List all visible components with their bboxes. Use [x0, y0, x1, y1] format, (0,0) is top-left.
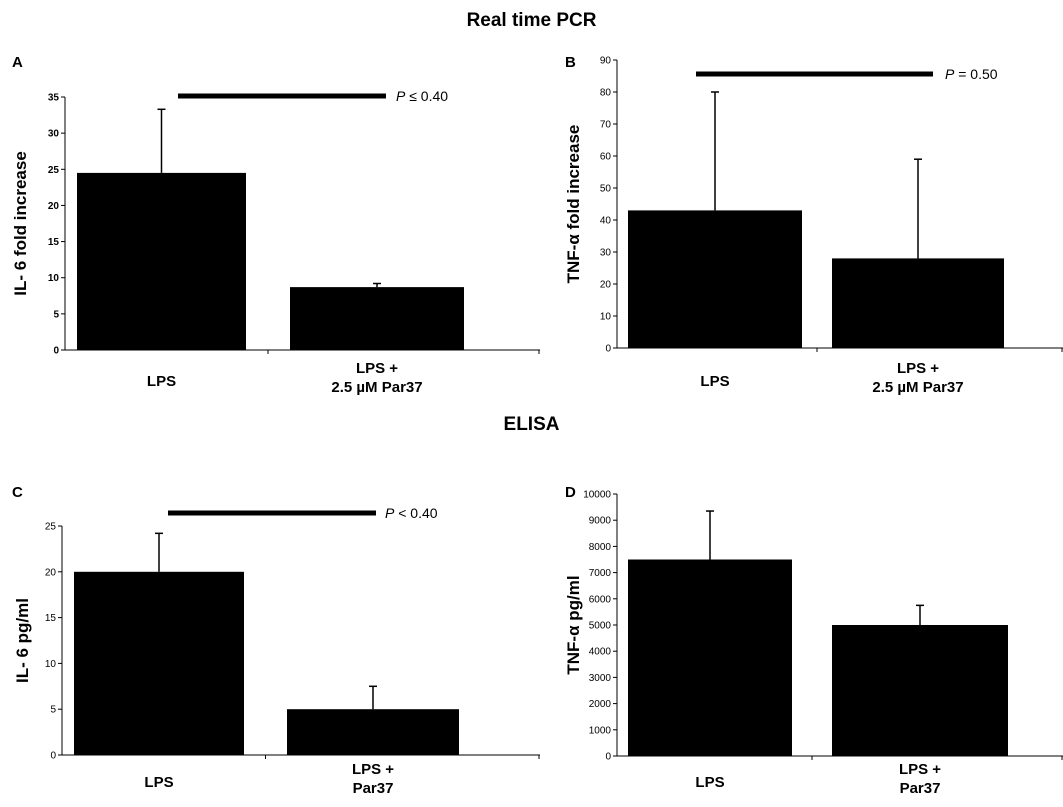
category-label-c: Par37 [353, 780, 394, 797]
y-axis-label-c: IL- 6 pg/ml [13, 598, 32, 683]
p-value-label-a: P ≤ 0.40 [396, 88, 448, 104]
y-tick-label-a: 10 [48, 273, 60, 284]
y-tick-label-a: 35 [48, 93, 60, 104]
bar-d-1 [628, 559, 792, 756]
y-tick-label-a: 15 [48, 237, 60, 248]
y-tick-label-c: 25 [45, 522, 57, 533]
y-tick-label-b: 20 [600, 280, 612, 291]
y-tick-label-a: 0 [53, 346, 59, 357]
y-tick-label-c: 15 [45, 613, 57, 624]
category-label-a: LPS [147, 373, 176, 390]
p-value-label-c: P < 0.40 [385, 505, 438, 521]
category-label-a: LPS + [356, 360, 398, 377]
p-value-label-b: P = 0.50 [945, 66, 998, 82]
y-tick-label-b: 90 [600, 56, 612, 67]
y-tick-label-a: 25 [48, 165, 60, 176]
y-tick-label-c: 10 [45, 659, 57, 670]
y-tick-label-c: 5 [50, 705, 56, 716]
bar-a-1 [77, 172, 246, 350]
category-label-b: LPS [700, 373, 729, 390]
bar-b-1 [628, 210, 802, 348]
category-label-d: LPS [695, 774, 724, 791]
y-axis-label-a: IL- 6 fold increase [11, 151, 30, 296]
y-tick-label-d: 3000 [589, 673, 612, 684]
panel-letter-c: C [12, 484, 23, 501]
category-label-d: Par37 [900, 780, 941, 797]
y-tick-label-d: 9000 [589, 516, 612, 527]
section-title-elisa: ELISA [503, 414, 560, 435]
category-label-b: 2.5 µM Par37 [872, 379, 963, 396]
y-tick-label-d: 4000 [589, 647, 612, 658]
y-tick-label-a: 30 [48, 129, 60, 140]
y-axis-label-d: TNF-α pg/ml [564, 575, 583, 674]
y-tick-label-d: 6000 [589, 594, 612, 605]
y-tick-label-c: 20 [45, 567, 57, 578]
y-tick-label-c: 0 [50, 751, 56, 762]
y-tick-label-d: 7000 [589, 568, 612, 579]
bar-d-2 [832, 625, 1008, 756]
y-tick-label-b: 70 [600, 120, 612, 131]
y-tick-label-b: 80 [600, 88, 612, 99]
y-tick-label-b: 40 [600, 216, 612, 227]
y-tick-label-b: 60 [600, 152, 612, 163]
y-tick-label-d: 10000 [583, 490, 611, 501]
category-label-d: LPS + [899, 761, 941, 778]
panel-letter-d: D [565, 484, 576, 501]
panel-letter-a: A [12, 54, 23, 71]
panel-letter-b: B [565, 54, 576, 71]
bar-c-1 [74, 571, 244, 755]
y-tick-label-b: 30 [600, 248, 612, 259]
category-label-c: LPS + [352, 761, 394, 778]
y-tick-label-a: 5 [53, 309, 59, 320]
y-tick-label-d: 2000 [589, 699, 612, 710]
y-axis-label-b: TNF-α fold increase [564, 125, 583, 284]
y-tick-label-b: 50 [600, 184, 612, 195]
bar-a-2 [290, 287, 464, 350]
y-tick-label-a: 20 [48, 201, 60, 212]
category-label-b: LPS + [897, 360, 939, 377]
y-tick-label-d: 0 [605, 752, 611, 763]
bar-b-2 [832, 258, 1004, 348]
section-title-pcr: Real time PCR [466, 10, 597, 31]
y-tick-label-b: 0 [605, 344, 611, 355]
y-tick-label-d: 8000 [589, 542, 612, 553]
y-tick-label-d: 1000 [589, 725, 612, 736]
bar-c-2 [287, 709, 459, 755]
y-tick-label-d: 5000 [589, 621, 612, 632]
category-label-c: LPS [144, 774, 173, 791]
category-label-a: 2.5 µM Par37 [331, 379, 422, 396]
y-tick-label-b: 10 [600, 312, 612, 323]
